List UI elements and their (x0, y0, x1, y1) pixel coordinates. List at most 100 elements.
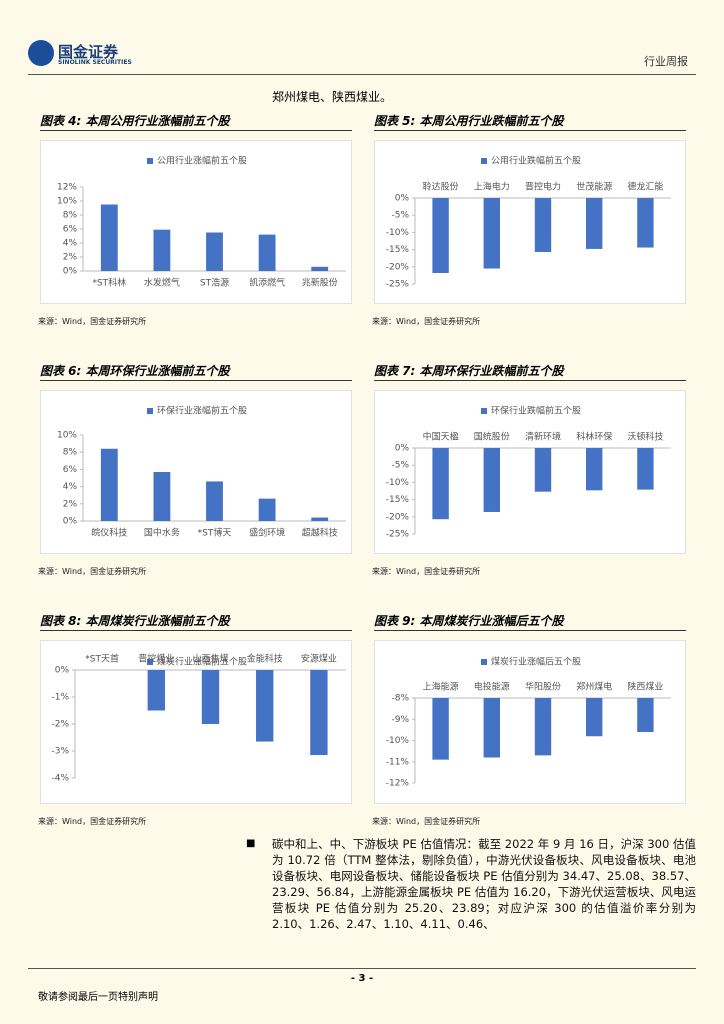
legend-label: 环保行业跌幅前五个股 (491, 405, 581, 417)
x-tick-label: 晋控电力 (525, 181, 561, 193)
legend-label: 公用行业涨幅前五个股 (157, 155, 247, 167)
bar (534, 698, 552, 756)
y-tick-label: 0% (55, 666, 70, 676)
x-tick-label: 陕西煤业 (627, 681, 663, 693)
x-tick-label: 德龙汇能 (627, 181, 663, 193)
x-tick-label: 世茂能源 (576, 181, 612, 193)
y-tick-label: -9% (391, 715, 409, 725)
y-tick-label: -10% (386, 228, 410, 238)
chart-box: 0% 2% 4% 6% 8% 10% 环保行业涨幅前五个股 皖仪科技 国中水务 *ST博天 盛剑环境… (40, 390, 352, 554)
x-tick-label: 中国天楹 (423, 431, 459, 443)
x-tick-label: 上海电力 (474, 181, 510, 193)
y-tick-label: -25% (386, 530, 410, 540)
bar (258, 498, 276, 521)
y-tick-label: 2% (63, 499, 78, 509)
x-tick-label: *ST博天 (198, 527, 232, 539)
y-tick-label: -4% (51, 774, 69, 784)
figure-source: 来源：Wind，国金证券研究所 (372, 317, 481, 326)
bar (153, 471, 171, 521)
figure-source: 来源：Wind，国金证券研究所 (38, 567, 147, 576)
legend-label: 环保行业涨幅前五个股 (157, 405, 247, 417)
y-tick-label: -2% (51, 720, 69, 730)
y-tick-label: -3% (51, 747, 69, 757)
y-tick-label: 6% (63, 225, 78, 235)
y-tick-label: -12% (386, 779, 410, 789)
y-tick-label: 0% (63, 517, 78, 527)
bar (637, 698, 654, 732)
x-tick-label: 上海能源 (423, 681, 459, 693)
paragraph: 碳中和上、中、下游板块 PE 估值情况：截至 2022 年 9 月 16 日，沪… (272, 837, 696, 931)
legend-swatch (147, 408, 153, 414)
bar (100, 204, 118, 271)
figure-title: 图表 4: 本周公用行业涨幅前五个股 (40, 112, 352, 131)
figure-source: 来源：Wind，国金证券研究所 (372, 817, 481, 826)
figure-title: 图表 6: 本周环保行业涨幅前五个股 (40, 362, 352, 381)
bar (311, 517, 329, 521)
legend-swatch (481, 158, 487, 164)
legend-swatch (147, 659, 153, 665)
y-tick-label: -25% (386, 280, 410, 290)
legend-swatch (147, 158, 153, 164)
y-tick-label: 2% (63, 253, 78, 263)
chart-box: 0% -1% -2% -3% -4% 煤炭行业涨幅前五个股 *ST天首 晋控煤业 山西焦煤 金能科… (40, 640, 352, 804)
x-tick-label: 水发燃气 (144, 277, 180, 289)
x-tick-label: *ST科林 (92, 277, 126, 289)
chart-box: -8% -9% -10% -11% -12% 煤炭行业涨幅后五个股 上海能源 电投能源 华阳股份… (374, 640, 686, 804)
page-number: - 3 - (350, 973, 374, 984)
x-tick-label: 沃顿科技 (627, 431, 663, 443)
bar (432, 698, 449, 760)
bar (310, 670, 328, 756)
bar (637, 198, 654, 248)
legend-label: 煤炭行业涨幅后五个股 (491, 656, 581, 668)
report-type: 行业周报 (644, 55, 688, 68)
bar (153, 229, 171, 271)
bar (201, 670, 220, 724)
bar (256, 670, 274, 742)
logo-cn: 国金证券 (58, 43, 119, 61)
bar (100, 448, 118, 521)
logo-en: SINOLINK SECURITIES (58, 59, 132, 66)
chart-box: 0% 2% 4% 6% 8% 10% 12% 公用行业涨幅前五个股 *ST科林 水发燃气 ST浩源 凯… (40, 140, 352, 304)
bar (311, 266, 329, 271)
y-tick-label: 0% (395, 194, 410, 204)
y-tick-label: 10% (57, 197, 77, 207)
y-tick-label: -11% (386, 757, 410, 767)
y-tick-label: 4% (63, 239, 78, 249)
figure-title: 图表 8: 本周煤炭行业涨幅前五个股 (40, 612, 352, 631)
bar (206, 232, 223, 271)
bar (432, 448, 449, 520)
y-tick-label: 10% (57, 431, 77, 441)
x-tick-label: 电投能源 (474, 681, 510, 693)
x-tick-label: 山西焦煤 (192, 653, 228, 665)
y-tick-label: 12% (57, 183, 77, 193)
bar (586, 698, 603, 737)
figure-title: 图表 5: 本周公用行业跌幅前五个股 (374, 112, 686, 131)
x-tick-label: 科林环保 (576, 431, 612, 443)
x-tick-label: 清新环境 (525, 431, 561, 443)
bar (147, 670, 165, 711)
x-tick-label: 晋控煤业 (138, 653, 174, 665)
y-tick-label: 0% (395, 444, 410, 454)
legend-swatch (481, 408, 487, 414)
x-tick-label: 国中水务 (144, 527, 180, 539)
figure-title: 图表 9: 本周煤炭行业涨幅后五个股 (374, 612, 686, 631)
y-tick-label: 8% (63, 211, 78, 221)
chart-box: 0% -5% -10% -15% -20% -25% 环保行业跌幅前五个股 中国天楹 国统股份 清… (374, 390, 686, 554)
y-tick-label: 0% (63, 267, 78, 277)
x-tick-label: 盛剑环境 (249, 527, 285, 539)
y-tick-label: -5% (391, 461, 409, 471)
x-tick-label: 华阳股份 (525, 681, 561, 693)
x-tick-label: 国统股份 (474, 431, 510, 443)
x-tick-label: 金能科技 (247, 653, 283, 665)
bar (586, 448, 603, 491)
bar (206, 481, 223, 521)
x-tick-label: 兆新股份 (302, 277, 338, 289)
bar (432, 198, 449, 273)
y-tick-label: 6% (63, 465, 78, 475)
y-tick-label: 8% (63, 448, 78, 458)
bullet: ■ (246, 838, 256, 849)
